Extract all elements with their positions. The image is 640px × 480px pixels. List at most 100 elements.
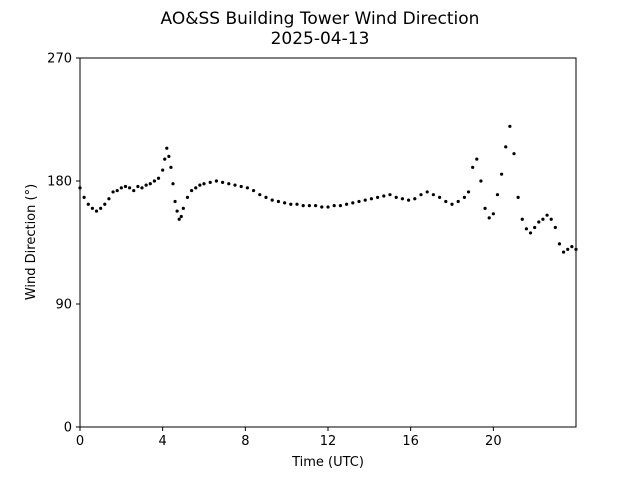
data-point bbox=[245, 186, 249, 190]
data-point bbox=[82, 195, 86, 199]
data-point bbox=[504, 145, 508, 149]
x-axis-label: Time (UTC) bbox=[291, 455, 364, 470]
y-tick-label: 180 bbox=[47, 175, 72, 190]
y-tick-label: 270 bbox=[47, 52, 72, 67]
data-point bbox=[185, 195, 190, 199]
data-point bbox=[208, 180, 212, 184]
x-tick-label: 20 bbox=[485, 434, 502, 449]
data-point bbox=[264, 195, 268, 199]
data-point bbox=[487, 216, 491, 220]
y-tick-label: 0 bbox=[64, 421, 72, 436]
data-point bbox=[466, 190, 471, 194]
data-point bbox=[508, 124, 512, 128]
data-point bbox=[491, 212, 495, 216]
x-tick-label: 12 bbox=[320, 434, 337, 449]
data-point bbox=[90, 206, 94, 210]
data-point bbox=[144, 183, 148, 187]
data-point bbox=[239, 184, 243, 189]
data-point bbox=[549, 217, 553, 221]
data-point bbox=[425, 190, 429, 194]
data-point bbox=[557, 242, 562, 246]
data-point bbox=[171, 182, 175, 186]
data-point bbox=[528, 231, 533, 235]
data-point bbox=[194, 186, 198, 190]
data-point bbox=[363, 198, 367, 202]
data-point bbox=[413, 197, 417, 201]
data-point bbox=[289, 202, 293, 206]
data-point bbox=[456, 199, 460, 204]
data-point bbox=[99, 206, 103, 210]
data-point bbox=[190, 188, 194, 193]
plot-area bbox=[79, 57, 577, 428]
data-point bbox=[132, 188, 136, 193]
data-point bbox=[512, 152, 516, 156]
data-point bbox=[163, 157, 167, 161]
data-point bbox=[276, 199, 280, 204]
data-point bbox=[553, 225, 557, 230]
data-point bbox=[562, 250, 566, 254]
data-point bbox=[483, 206, 487, 210]
data-point bbox=[438, 195, 442, 199]
data-point bbox=[161, 168, 165, 172]
data-point bbox=[444, 199, 448, 204]
data-point bbox=[103, 202, 107, 206]
data-point bbox=[165, 146, 169, 150]
data-point bbox=[533, 225, 537, 230]
data-point bbox=[167, 154, 171, 158]
data-point bbox=[283, 201, 287, 205]
data-point bbox=[115, 188, 119, 193]
data-point bbox=[320, 205, 324, 209]
data-point bbox=[107, 197, 111, 201]
y-axis: 0 90 180 270 bbox=[47, 52, 80, 436]
data-point bbox=[175, 209, 179, 213]
data-point bbox=[252, 188, 256, 193]
data-point bbox=[462, 195, 466, 199]
data-point bbox=[566, 247, 570, 251]
data-point bbox=[326, 205, 330, 209]
x-axis: 0 4 8 12 16 20 bbox=[76, 427, 502, 449]
y-tick-label: 90 bbox=[55, 298, 72, 313]
data-point bbox=[111, 190, 115, 194]
data-point bbox=[78, 186, 82, 190]
data-point bbox=[152, 179, 156, 183]
data-point bbox=[479, 179, 483, 183]
data-point bbox=[198, 183, 202, 187]
data-point bbox=[345, 202, 349, 206]
data-point bbox=[369, 197, 373, 201]
data-point bbox=[148, 182, 152, 186]
data-point bbox=[179, 214, 183, 219]
data-point bbox=[258, 193, 262, 197]
data-point bbox=[400, 197, 404, 201]
data-point bbox=[86, 202, 90, 206]
x-tick-label: 0 bbox=[76, 434, 84, 449]
data-point bbox=[307, 204, 311, 208]
data-point bbox=[169, 165, 173, 169]
data-point bbox=[136, 184, 140, 189]
data-point bbox=[475, 157, 479, 161]
data-point bbox=[295, 202, 299, 206]
data-point bbox=[516, 195, 520, 199]
data-point bbox=[156, 176, 161, 180]
chart-title: AO&SS Building Tower Wind Direction bbox=[161, 9, 480, 29]
data-point bbox=[574, 247, 578, 251]
data-point bbox=[177, 217, 181, 221]
data-point bbox=[123, 184, 128, 189]
data-point bbox=[214, 179, 218, 183]
data-point bbox=[181, 206, 185, 210]
data-point bbox=[221, 180, 225, 184]
data-point bbox=[128, 186, 132, 190]
data-point bbox=[140, 186, 144, 190]
data-point bbox=[388, 193, 392, 197]
x-tick-label: 4 bbox=[159, 434, 167, 449]
data-points bbox=[78, 124, 578, 254]
data-point bbox=[545, 213, 549, 217]
data-point bbox=[524, 227, 529, 231]
data-point bbox=[270, 198, 274, 202]
data-point bbox=[227, 182, 231, 186]
data-point bbox=[431, 193, 435, 197]
chart-subtitle: 2025-04-13 bbox=[271, 29, 370, 49]
data-point bbox=[119, 186, 123, 190]
data-point bbox=[338, 204, 342, 208]
data-point bbox=[382, 194, 386, 198]
